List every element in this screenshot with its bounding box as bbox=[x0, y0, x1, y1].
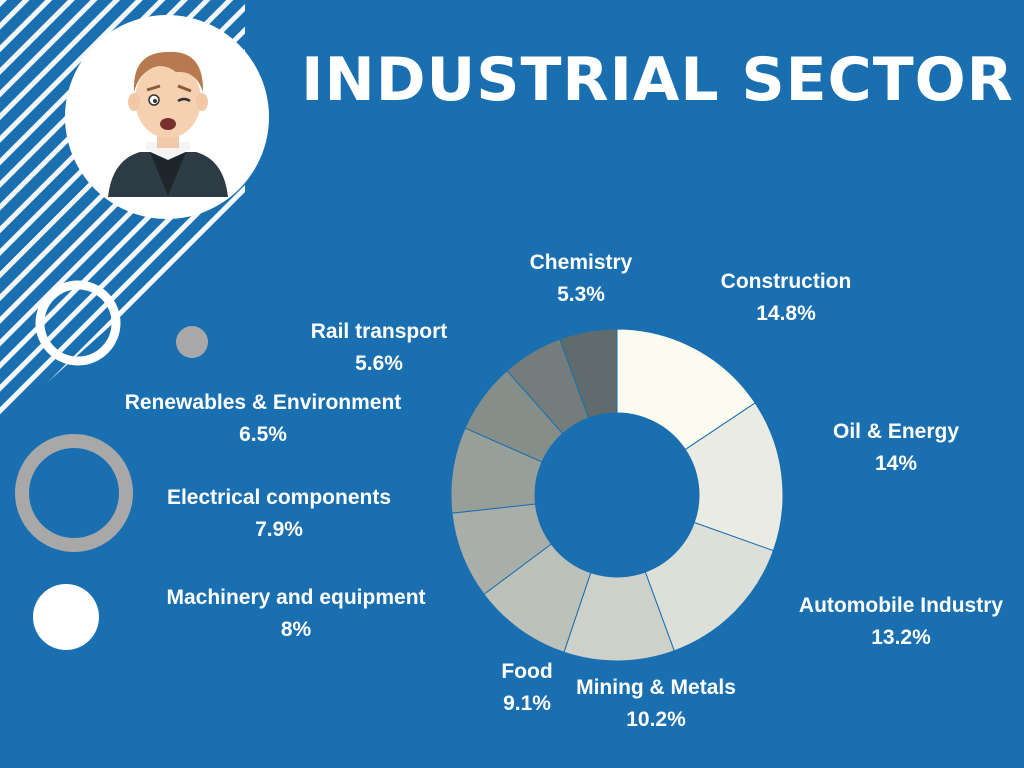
slice-label: Electrical components bbox=[166, 486, 392, 509]
slice-value: 14.8% bbox=[756, 302, 816, 325]
slice-label: Automobile Industry bbox=[798, 594, 1004, 617]
worried-man-avatar-icon bbox=[108, 51, 228, 197]
slice-label: Machinery and equipment bbox=[166, 586, 426, 609]
slice-value: 6.5% bbox=[239, 423, 287, 446]
white-dot-decoration bbox=[33, 584, 99, 650]
donut-chart bbox=[450, 328, 784, 662]
slice-label: Chemistry bbox=[529, 251, 633, 274]
slice-value: 10.2% bbox=[626, 708, 686, 731]
slice-value: 5.3% bbox=[557, 283, 605, 306]
slice-value: 8% bbox=[280, 618, 312, 641]
slice-label: Rail transport bbox=[310, 320, 448, 343]
slice-label: Renewables & Environment bbox=[124, 391, 402, 414]
slice-label: Mining & Metals bbox=[576, 676, 736, 699]
page-title: INDUSTRIAL SECTOR bbox=[301, 45, 1014, 115]
slice-value: 7.9% bbox=[255, 518, 303, 541]
label-mining-metals: Mining & Metals 10.2% bbox=[560, 672, 752, 736]
label-electrical-components: Electrical components 7.9% bbox=[148, 482, 410, 546]
slice-value: 13.2% bbox=[871, 626, 931, 649]
slice-value: 5.6% bbox=[355, 352, 403, 375]
label-rail-transport: Rail transport 5.6% bbox=[286, 316, 472, 380]
label-food: Food 9.1% bbox=[482, 656, 572, 720]
slice-value: 14% bbox=[874, 452, 918, 475]
slice-label: Food bbox=[501, 660, 553, 683]
slice-label: Oil & Energy bbox=[832, 420, 960, 443]
white-ring-decoration bbox=[35, 280, 121, 366]
label-renewables: Renewables & Environment 6.5% bbox=[106, 387, 420, 451]
label-construction: Construction 14.8% bbox=[696, 266, 876, 330]
slice-value: 9.1% bbox=[503, 692, 551, 715]
label-oil-energy: Oil & Energy 14% bbox=[806, 416, 986, 480]
donut-slice-construction bbox=[616, 328, 756, 451]
label-chemistry: Chemistry 5.3% bbox=[500, 247, 662, 311]
gray-dot-decoration bbox=[176, 326, 208, 358]
label-machinery: Machinery and equipment 8% bbox=[148, 582, 444, 646]
avatar bbox=[65, 15, 269, 219]
label-automobile-industry: Automobile Industry 13.2% bbox=[784, 590, 1018, 654]
donut-slice-chemistry bbox=[559, 328, 618, 419]
gray-ring-decoration bbox=[15, 434, 133, 552]
slice-label: Construction bbox=[720, 270, 852, 293]
